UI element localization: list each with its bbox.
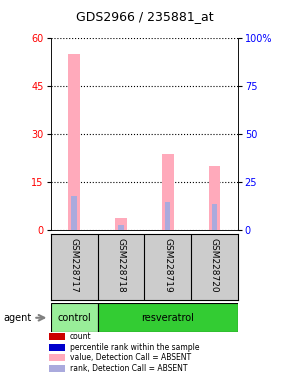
Bar [212,204,217,230]
Text: rank, Detection Call = ABSENT: rank, Detection Call = ABSENT [70,364,187,373]
Text: GSM228720: GSM228720 [210,238,219,293]
Text: agent: agent [3,313,31,323]
Text: count: count [70,332,91,341]
Bar [115,218,127,230]
Bar [71,196,77,230]
Bar [209,166,220,230]
Text: GSM228719: GSM228719 [163,238,172,293]
Text: control: control [57,313,91,323]
Bar [118,225,124,230]
Text: GSM228718: GSM228718 [116,238,125,293]
Bar [68,55,80,230]
Text: value, Detection Call = ABSENT: value, Detection Call = ABSENT [70,353,191,362]
Text: GDS2966 / 235881_at: GDS2966 / 235881_at [76,10,214,23]
Bar [162,154,173,230]
Bar [51,303,97,332]
Bar [165,202,171,230]
Bar [97,303,238,332]
Text: percentile rank within the sample: percentile rank within the sample [70,343,199,352]
Text: resveratrol: resveratrol [141,313,194,323]
Text: GSM228717: GSM228717 [70,238,79,293]
